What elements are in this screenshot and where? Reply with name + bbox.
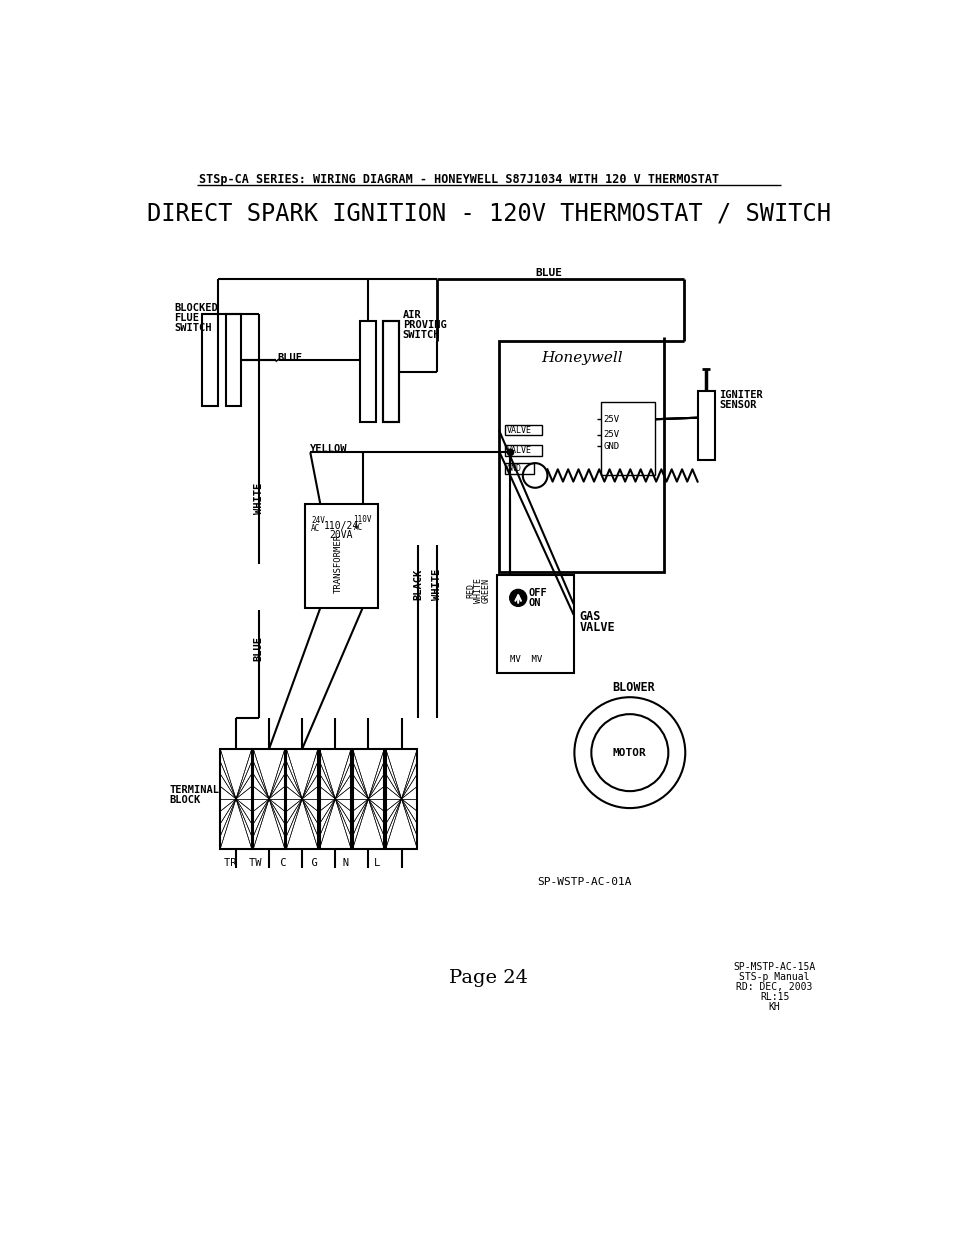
Text: ON: ON <box>528 598 541 609</box>
Text: VALVE: VALVE <box>506 446 531 456</box>
Bar <box>504 446 541 456</box>
Text: Honeywell: Honeywell <box>540 351 622 364</box>
Text: 20VA: 20VA <box>330 530 353 540</box>
Text: STS-p Manual: STS-p Manual <box>739 972 809 982</box>
Text: RL:15: RL:15 <box>760 992 788 1002</box>
Text: MV  MV: MV MV <box>510 655 542 664</box>
Bar <box>497 574 573 673</box>
Text: VALVE: VALVE <box>506 426 531 435</box>
Circle shape <box>509 589 526 606</box>
Text: SWITCH: SWITCH <box>402 330 439 341</box>
Text: GREEN: GREEN <box>481 578 491 604</box>
Text: KH: KH <box>768 1002 780 1011</box>
Bar <box>253 748 285 848</box>
Text: FLUE: FLUE <box>173 312 199 322</box>
Text: BLUE: BLUE <box>277 353 302 363</box>
Circle shape <box>591 714 668 792</box>
Text: 25V: 25V <box>603 415 619 424</box>
Text: BLUE: BLUE <box>253 636 263 661</box>
Bar <box>504 425 541 436</box>
Bar <box>202 314 217 406</box>
Text: GND: GND <box>603 442 619 451</box>
Text: STSp-CA SERIES: WIRING DIAGRAM - HONEYWELL S87J1034 WITH 120 V THERMOSTAT: STSp-CA SERIES: WIRING DIAGRAM - HONEYWE… <box>198 173 718 185</box>
Bar <box>697 390 714 461</box>
Text: VALVE: VALVE <box>579 621 615 635</box>
Text: 110V: 110V <box>353 515 372 524</box>
Bar <box>286 748 317 848</box>
Text: WHITE: WHITE <box>474 578 483 604</box>
Bar <box>383 321 398 421</box>
Text: RED: RED <box>466 583 476 599</box>
Bar <box>498 341 664 572</box>
Text: 110/24: 110/24 <box>323 520 358 531</box>
Bar <box>319 748 351 848</box>
Circle shape <box>506 448 514 456</box>
Bar <box>504 463 534 474</box>
Text: PROVING: PROVING <box>402 320 446 330</box>
Text: TR  TW   C    G    N    L: TR TW C G N L <box>224 858 380 868</box>
Text: BLOCKED: BLOCKED <box>173 303 217 312</box>
Text: BLOCK: BLOCK <box>170 795 200 805</box>
Text: 25V: 25V <box>603 430 619 440</box>
Text: RD: DEC, 2003: RD: DEC, 2003 <box>736 982 812 992</box>
Text: SP-MSTP-AC-15A: SP-MSTP-AC-15A <box>733 962 815 972</box>
Text: AIR: AIR <box>402 310 421 320</box>
Text: OFF: OFF <box>528 588 547 598</box>
Bar <box>225 314 241 406</box>
Text: SWITCH: SWITCH <box>173 322 212 332</box>
Text: AC: AC <box>353 522 362 531</box>
Bar <box>385 748 416 848</box>
Text: GND: GND <box>506 464 521 473</box>
Text: SENSOR: SENSOR <box>719 400 756 410</box>
Text: 24V: 24V <box>311 516 325 525</box>
Bar <box>600 403 655 475</box>
Text: MOTOR: MOTOR <box>613 747 646 757</box>
Text: TRANSFORMER: TRANSFORMER <box>334 534 342 593</box>
Text: WHITE: WHITE <box>432 569 442 600</box>
Text: BLOWER: BLOWER <box>612 682 655 694</box>
Text: DIRECT SPARK IGNITION - 120V THERMOSTAT / SWITCH: DIRECT SPARK IGNITION - 120V THERMOSTAT … <box>147 201 830 226</box>
Text: Page 24: Page 24 <box>449 969 528 987</box>
Text: GAS: GAS <box>579 610 600 622</box>
Text: BLACK: BLACK <box>413 569 422 600</box>
Text: IGNITER: IGNITER <box>719 389 762 400</box>
Bar <box>305 504 377 608</box>
Text: WHITE: WHITE <box>253 483 263 514</box>
Bar <box>383 321 398 421</box>
Bar <box>220 748 252 848</box>
Bar <box>360 321 375 421</box>
Text: SP-WSTP-AC-01A: SP-WSTP-AC-01A <box>537 877 631 887</box>
Bar <box>353 748 384 848</box>
Text: AC: AC <box>311 524 320 534</box>
Text: BLUE: BLUE <box>535 268 562 278</box>
Text: TERMINAL: TERMINAL <box>170 784 219 794</box>
Text: YELLOW: YELLOW <box>310 443 348 453</box>
